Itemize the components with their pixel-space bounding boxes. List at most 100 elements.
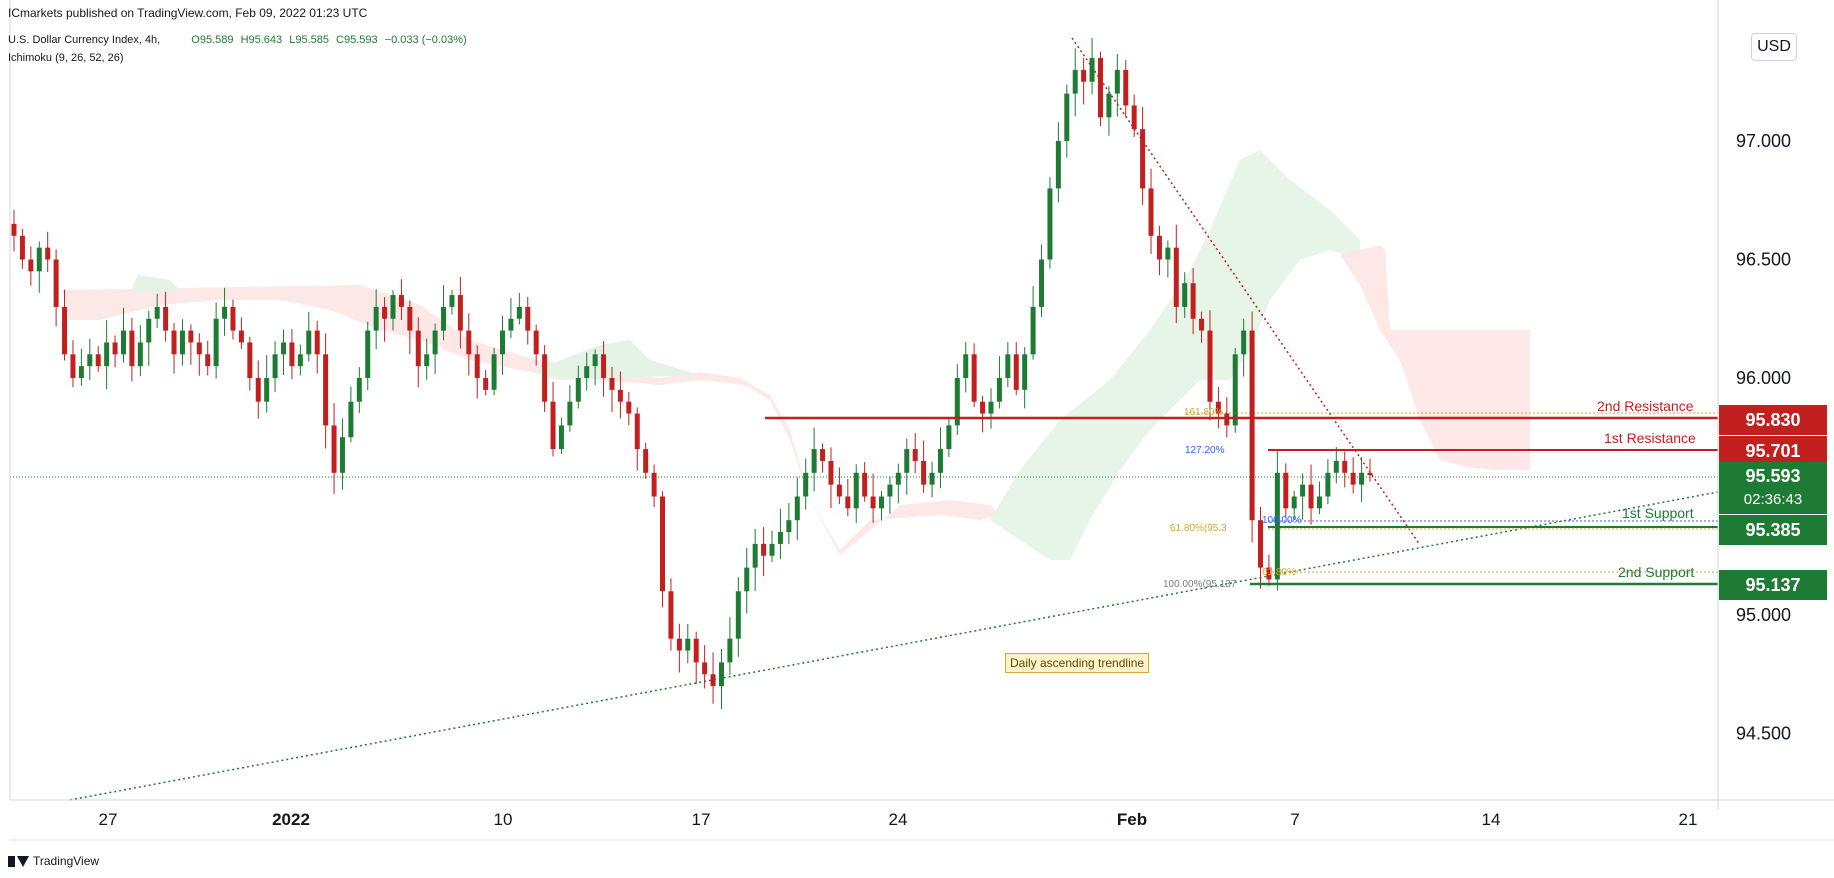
candle-body (1291, 496, 1297, 509)
candle-body (1283, 472, 1289, 509)
candle-body (1013, 354, 1019, 390)
candle-body (483, 378, 489, 390)
candle-body (1022, 354, 1028, 390)
candle-body (238, 330, 244, 343)
candle-body (424, 354, 430, 367)
x-tick-label: 21 (1679, 810, 1698, 829)
candle-body (154, 306, 160, 319)
candle-body (373, 306, 379, 331)
candle-body (516, 306, 522, 319)
candle-body (634, 413, 640, 450)
axes (9, 0, 1834, 841)
x-tick-label: 14 (1482, 810, 1501, 829)
candle-body (1055, 141, 1061, 189)
candle-body (921, 460, 927, 485)
candle-body (1316, 496, 1322, 509)
cloud-bull-segment (990, 150, 1360, 560)
x-tick-label: 2022 (272, 810, 310, 829)
candle-body (1359, 472, 1365, 485)
candle-body (179, 330, 185, 355)
candle-body (954, 378, 960, 426)
candle-body (289, 342, 295, 367)
currency-button[interactable]: USD (1751, 33, 1797, 61)
candle-body (702, 662, 708, 675)
open-value: O95.589 (191, 34, 234, 46)
candle-body (870, 496, 876, 509)
cloud-bull-segment (130, 275, 180, 292)
r2-label: 2nd Resistance (1597, 398, 1694, 414)
candle-body (971, 354, 977, 402)
fib-100a-label: 100.00% (1262, 515, 1302, 526)
candle-body (794, 496, 800, 521)
candle-body (432, 330, 438, 355)
candle-body (1224, 413, 1230, 426)
candle-body (449, 295, 455, 307)
candle-body (912, 449, 918, 461)
candle-body (11, 223, 17, 236)
candle-body (601, 354, 607, 378)
candle-body (255, 378, 261, 402)
candle-body (1342, 460, 1348, 473)
candle-body (660, 496, 666, 592)
indicator-line: Ichimoku (9, 26, 52, 26) (8, 52, 124, 64)
fib-618b-label: 61.80% (1262, 567, 1296, 578)
candle-body (1030, 306, 1036, 355)
candle-body (820, 449, 826, 461)
fib-100-label: 100.00%(95.137 (1163, 579, 1237, 590)
candle-body (205, 354, 211, 367)
candle-body (1333, 460, 1339, 473)
candle-body (592, 354, 598, 367)
candle-body (264, 378, 270, 402)
x-tick-label: 24 (889, 810, 908, 829)
footer-brand: TradingView (8, 854, 99, 868)
candle-body (474, 354, 480, 378)
candle-body (1131, 105, 1137, 130)
candle-body (533, 330, 539, 355)
fib-161-label: 161.80% (1184, 407, 1224, 418)
s1-price-label: 95.385 (1719, 515, 1827, 545)
high-value: H95.643 (240, 34, 283, 46)
candle-body (718, 662, 724, 687)
candle-body (693, 638, 699, 663)
candle-body (247, 342, 253, 378)
low-value: L95.585 (289, 34, 329, 46)
close-value: C95.593 (336, 34, 378, 46)
candle-body (845, 496, 851, 509)
candle-body (685, 638, 691, 651)
candle-body (1165, 247, 1171, 260)
candle-body (213, 318, 219, 367)
candle-body (306, 330, 312, 355)
brand-text: TradingView (33, 854, 100, 868)
candle-body (390, 295, 396, 319)
candle-body (1182, 283, 1188, 307)
candle-body (1114, 69, 1120, 94)
candle-body (1300, 484, 1306, 497)
candle-body (1097, 58, 1103, 118)
ohlc-values: O95.589 H95.643 L95.585 C95.593 −0.033 (… (191, 34, 470, 46)
candle-body (929, 472, 935, 485)
candle-body (365, 330, 371, 378)
candle-body (937, 449, 943, 473)
candle-body (651, 472, 657, 497)
s2-label: 2nd Support (1618, 564, 1695, 580)
candle-body (895, 472, 901, 485)
candle-body (1207, 330, 1213, 402)
candle-body (668, 591, 674, 639)
candle-body (1081, 69, 1087, 82)
candle-body (1106, 93, 1112, 118)
candle-body (988, 401, 994, 414)
candle-body (1005, 354, 1011, 378)
candle-body (491, 354, 497, 390)
fib-127-label: 127.20% (1185, 445, 1225, 456)
candle-body (87, 354, 93, 367)
candle-body (70, 354, 76, 378)
candle-body (163, 306, 169, 331)
candle-body (980, 401, 986, 414)
candle-body (53, 259, 59, 307)
ichimoku-cloud (62, 150, 1530, 560)
cloud-bull-segment (530, 340, 700, 380)
change-value: −0.033 (−0.03%) (384, 34, 467, 46)
tradingview-logo-icon (8, 855, 29, 867)
y-tick-label: 94.500 (1736, 724, 1791, 744)
